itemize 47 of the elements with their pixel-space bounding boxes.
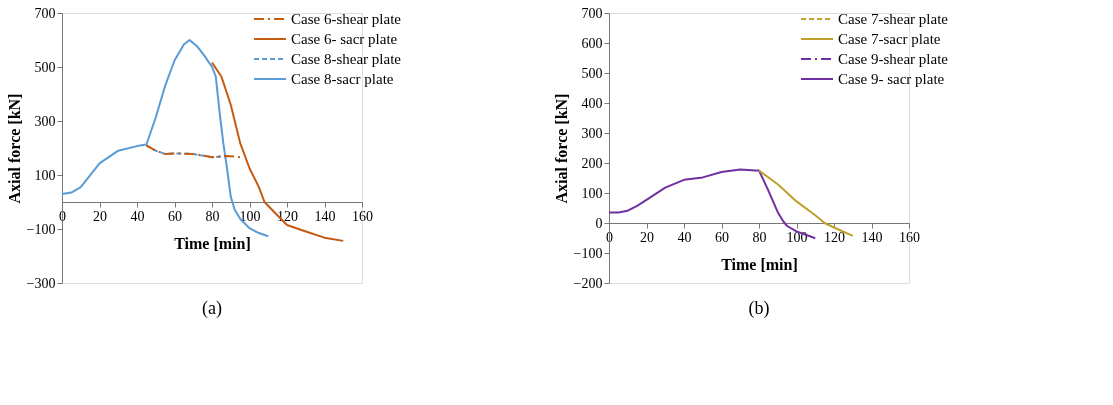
y-tick-label: −300 xyxy=(26,275,56,291)
x-tick-label: 20 xyxy=(93,208,107,224)
x-tick-label: 160 xyxy=(352,208,373,224)
legend-label: Case 9- sacr plate xyxy=(838,71,945,87)
legend-label: Case 7-sacr plate xyxy=(838,31,941,47)
y-tick-label: −100 xyxy=(26,221,56,237)
text: (b) xyxy=(748,298,770,319)
y-tick-label: 100 xyxy=(34,167,56,183)
x-axis-title: Time [min] xyxy=(721,255,798,273)
legend-label: Case 8-sacr plate xyxy=(291,71,394,87)
x-tick-label: 40 xyxy=(130,208,145,224)
y-tick-label: 700 xyxy=(34,5,56,21)
y-tick-label: 500 xyxy=(34,59,56,75)
legend-label: Case 9-shear plate xyxy=(838,51,949,67)
line-series xyxy=(145,144,243,159)
legend-label: Case 6-shear plate xyxy=(291,11,402,27)
legend-label: Case 7-shear plate xyxy=(838,11,949,27)
x-tick-label: 40 xyxy=(677,229,692,245)
y-axis-title: Axial force [kN] xyxy=(5,93,23,204)
line-series xyxy=(608,168,817,240)
x-tick-label: 160 xyxy=(899,229,920,245)
y-tick-label: 100 xyxy=(581,185,603,201)
x-tick-label: 120 xyxy=(277,208,298,224)
y-tick-label: −100 xyxy=(573,245,603,261)
y-tick-label: 500 xyxy=(581,65,603,81)
x-tick-label: 60 xyxy=(715,229,729,245)
y-tick-label: −200 xyxy=(573,275,603,291)
x-tick-label: 120 xyxy=(824,229,845,245)
y-tick-label: 300 xyxy=(581,125,603,141)
x-tick-label: 80 xyxy=(752,229,767,245)
legend-label: Case 6- sacr plate xyxy=(291,31,398,47)
y-tick-label: 200 xyxy=(581,155,603,171)
x-tick-label: 20 xyxy=(640,229,654,245)
y-tick-label: 700 xyxy=(581,5,603,21)
y-axis-title: Axial force [kN] xyxy=(552,93,570,204)
x-tick-label: 140 xyxy=(861,229,883,245)
line-series xyxy=(61,39,270,238)
legend-label: Case 8-shear plate xyxy=(291,51,402,67)
y-tick-label: 400 xyxy=(581,95,603,111)
text: (a) xyxy=(202,298,222,319)
y-tick-label: 600 xyxy=(581,35,603,51)
x-tick-label: 140 xyxy=(314,208,336,224)
x-tick-label: 100 xyxy=(239,208,261,224)
x-tick-label: 60 xyxy=(168,208,182,224)
x-tick-label: 80 xyxy=(205,208,220,224)
x-axis-title: Time [min] xyxy=(174,234,251,252)
y-tick-label: 300 xyxy=(34,113,56,129)
